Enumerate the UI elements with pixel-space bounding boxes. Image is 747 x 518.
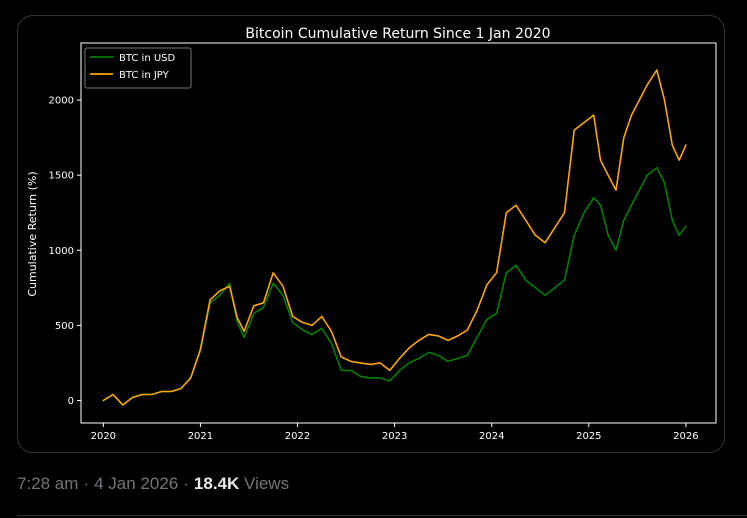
legend: BTC in USD BTC in JPY [84, 47, 192, 89]
tweet-date[interactable]: 4 Jan 2026 [94, 474, 179, 493]
y-tick-label: 0 [68, 396, 74, 407]
chart-title: Bitcoin Cumulative Return Since 1 Jan 20… [245, 26, 550, 42]
legend-box [84, 47, 192, 89]
y-tick-label: 500 [55, 321, 74, 332]
series-layer [102, 69, 687, 406]
chart: Bitcoin Cumulative Return Since 1 Jan 20… [26, 26, 717, 442]
views-count: 18.4K [193, 474, 240, 493]
x-axis-ticks: 2020 2021 2022 2023 2024 2025 2026 [91, 423, 699, 442]
series-line-btc-jpy [102, 69, 687, 406]
views-label: Views [244, 474, 290, 493]
legend-label: BTC in USD [119, 53, 176, 64]
tweet-media-card[interactable]: Bitcoin Cumulative Return Since 1 Jan 20… [17, 15, 725, 453]
y-axis-ticks: 0 500 1000 1500 2000 [49, 96, 81, 407]
y-tick-label: 2000 [49, 96, 74, 107]
separator-dot: · [183, 474, 189, 493]
tweet-meta: 7:28 am · 4 Jan 2026 · 18.4K Views [17, 474, 289, 494]
y-tick-label: 1500 [49, 171, 74, 182]
x-tick-label: 2024 [479, 431, 504, 442]
x-tick-label: 2020 [91, 431, 116, 442]
y-tick-label: 1000 [49, 246, 74, 257]
y-axis-label: Cumulative Return (%) [26, 171, 39, 296]
separator-dot: · [83, 474, 90, 493]
x-tick-label: 2021 [188, 431, 213, 442]
x-tick-label: 2026 [673, 431, 698, 442]
tweet-time[interactable]: 7:28 am [17, 474, 79, 493]
x-tick-label: 2022 [285, 431, 310, 442]
x-tick-label: 2023 [382, 431, 407, 442]
legend-label: BTC in JPY [119, 70, 170, 81]
x-tick-label: 2025 [576, 431, 601, 442]
divider [17, 515, 747, 516]
